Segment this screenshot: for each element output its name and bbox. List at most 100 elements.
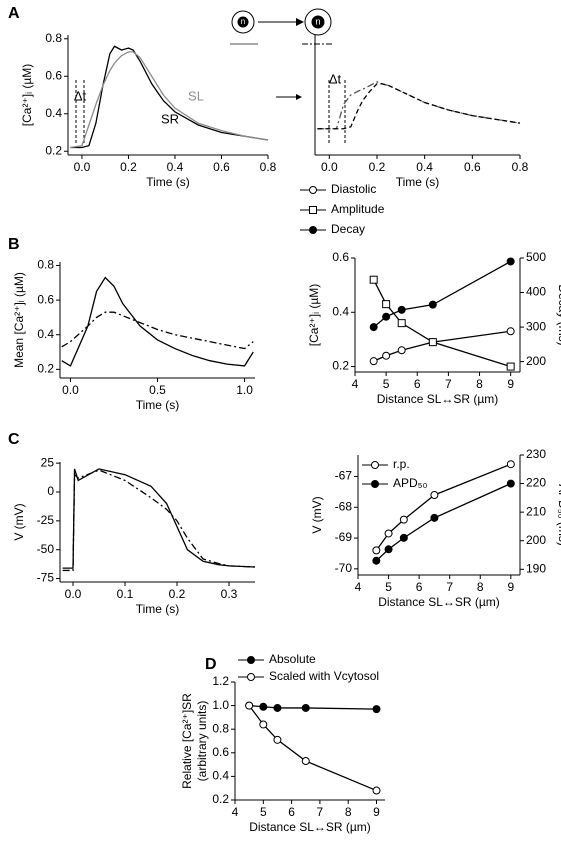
y-tick-label: 0.2 bbox=[45, 143, 62, 157]
y2-axis-label: Decay (ms) bbox=[556, 284, 561, 345]
chart: 0.0 0.1 0.2 0.3 -75 -50 -25 0 25 Time (s) V (mV) C bbox=[8, 431, 256, 616]
nucleus-icon bbox=[237, 16, 249, 28]
y2-tick-label: 400 bbox=[526, 285, 546, 299]
marker bbox=[506, 327, 515, 336]
marker bbox=[245, 701, 254, 710]
x-tick-label: 4 bbox=[355, 580, 362, 594]
nucleus-label: n bbox=[315, 16, 320, 26]
y-tick-label: -50 bbox=[37, 542, 55, 556]
legend-label: Decay bbox=[331, 222, 365, 236]
x-tick-label: 0.2 bbox=[369, 160, 386, 174]
y-axis-label: (arbitrary units) bbox=[195, 701, 209, 782]
x-tick-label: 5 bbox=[260, 805, 267, 819]
series-line bbox=[375, 482, 512, 562]
x-tick-label: 0.6 bbox=[464, 160, 481, 174]
y2-tick-label: 500 bbox=[526, 250, 546, 264]
annotation: Δt bbox=[329, 71, 342, 86]
marker bbox=[428, 338, 437, 347]
series-line bbox=[373, 260, 511, 328]
series-line bbox=[317, 83, 521, 130]
x-tick-label: 6 bbox=[288, 805, 295, 819]
y2-tick-label: 230 bbox=[526, 447, 546, 461]
marker bbox=[506, 362, 515, 371]
x-axis-label: Distance SL↔SR (µm) bbox=[377, 392, 499, 406]
y-tick-label: 0.8 bbox=[37, 258, 54, 272]
marker bbox=[372, 556, 381, 565]
marker bbox=[382, 351, 391, 360]
y-tick-label: 0.4 bbox=[212, 769, 229, 783]
panel-label: A bbox=[8, 5, 20, 22]
y2-tick-label: 220 bbox=[526, 476, 546, 490]
x-axis-label: Distance SL↔SR (µm) bbox=[249, 820, 371, 834]
y-tick-label: 0.6 bbox=[45, 68, 62, 82]
panel-label: B bbox=[8, 236, 20, 253]
x-tick-label: 5 bbox=[383, 377, 390, 391]
chart: 0.0 0.5 1.0 0.2 0.4 0.6 0.8 Time (s) Mean [Ca²⁺]… bbox=[8, 236, 255, 412]
x-axis-label: Distance SL↔SR (µm) bbox=[378, 595, 500, 609]
marker bbox=[309, 206, 317, 214]
marker bbox=[309, 186, 317, 194]
series-line bbox=[317, 81, 521, 130]
series-line bbox=[249, 704, 377, 710]
y-tick-label: -75 bbox=[37, 571, 55, 585]
x-tick-label: 0.5 bbox=[149, 383, 166, 397]
marker bbox=[397, 305, 406, 314]
y-tick-label: 0.8 bbox=[212, 721, 229, 735]
marker bbox=[273, 735, 282, 744]
y-tick-label: -69 bbox=[335, 530, 353, 544]
legend-label: r.p. bbox=[393, 457, 410, 471]
arrow-head bbox=[296, 18, 304, 26]
series-line bbox=[70, 51, 269, 149]
legend-label: Absolute bbox=[269, 652, 316, 666]
annotation: SR bbox=[161, 111, 179, 126]
x-tick-label: 0.6 bbox=[213, 160, 230, 174]
panel-label: D bbox=[205, 656, 217, 673]
y-tick-label: 0.2 bbox=[332, 359, 349, 373]
y-axis-label: Mean [Ca²⁺]ᵢ (µM) bbox=[12, 272, 26, 368]
series-line bbox=[62, 468, 256, 569]
marker bbox=[382, 300, 391, 309]
x-tick-label: 0.1 bbox=[117, 587, 134, 601]
x-axis-label: Time (s) bbox=[136, 398, 180, 412]
y-tick-label: 1.0 bbox=[212, 698, 229, 712]
marker bbox=[382, 312, 391, 321]
y-tick-label: 25 bbox=[41, 455, 55, 469]
marker bbox=[399, 515, 408, 524]
marker bbox=[259, 720, 268, 729]
x-tick-label: 0.0 bbox=[62, 383, 79, 397]
marker bbox=[369, 357, 378, 366]
chart: 4 5 6 7 8 9 -70 -69 -68 -67 190 200 210 220 230 Distanc… bbox=[310, 447, 561, 609]
y-axis-label: V (mV) bbox=[12, 503, 26, 540]
x-tick-label: 7 bbox=[317, 805, 324, 819]
y-axis-label: Relative [Ca²⁺]SR bbox=[180, 693, 194, 789]
legend-label: Amplitude bbox=[331, 202, 385, 216]
marker bbox=[506, 257, 515, 266]
y-tick-label: 0.4 bbox=[332, 304, 349, 318]
series-line bbox=[62, 469, 256, 572]
x-tick-label: 0.4 bbox=[167, 160, 184, 174]
legend-label: Scaled with Vcytosol bbox=[269, 669, 379, 683]
x-tick-label: 4 bbox=[352, 377, 359, 391]
x-tick-label: 0.0 bbox=[321, 160, 338, 174]
x-tick-label: 8 bbox=[477, 580, 484, 594]
marker bbox=[506, 479, 515, 488]
marker bbox=[430, 513, 439, 522]
y-tick-label: 0.4 bbox=[37, 327, 54, 341]
y-tick-label: -25 bbox=[37, 513, 55, 527]
marker bbox=[372, 546, 381, 555]
annotation: Δt bbox=[74, 88, 87, 103]
x-tick-label: 0.8 bbox=[260, 160, 277, 174]
x-tick-label: 7 bbox=[445, 377, 452, 391]
x-tick-label: 0.2 bbox=[120, 160, 137, 174]
x-tick-label: 6 bbox=[416, 580, 423, 594]
marker bbox=[247, 673, 255, 681]
marker bbox=[371, 461, 379, 469]
x-axis-label: Time (s) bbox=[146, 175, 190, 189]
annotation: SL bbox=[188, 88, 204, 103]
series-line bbox=[61, 311, 254, 350]
y-tick-label: 1.2 bbox=[212, 674, 229, 688]
y-axis-label: [Ca²⁺]ᵢ (µM) bbox=[20, 64, 34, 126]
y-axis-label: V (mV) bbox=[310, 496, 324, 533]
x-tick-label: 0.2 bbox=[169, 587, 186, 601]
